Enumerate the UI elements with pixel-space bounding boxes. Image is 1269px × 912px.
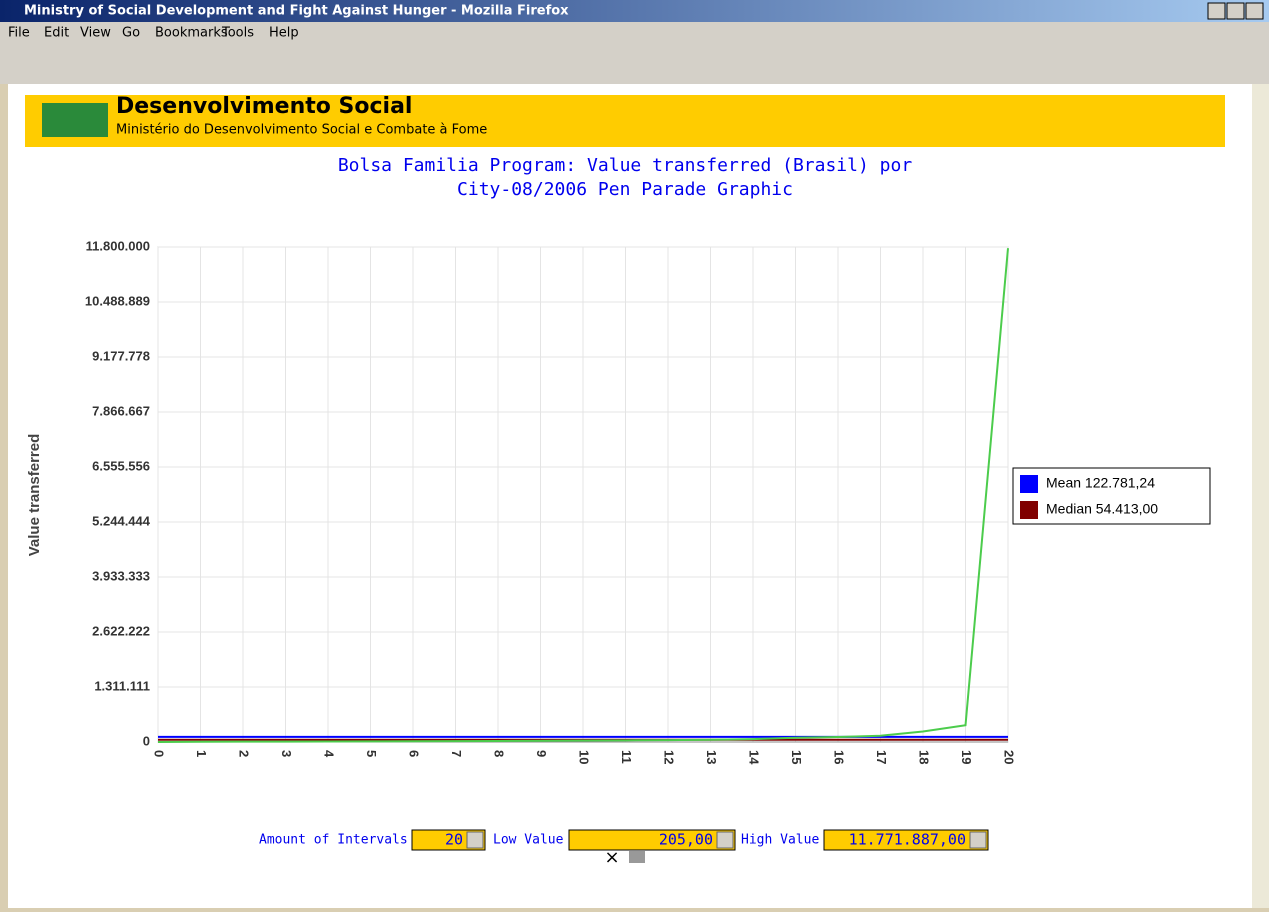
- menu-item[interactable]: Help: [269, 26, 299, 41]
- x-tick-label: 15: [789, 750, 804, 764]
- title-bar: [0, 0, 1269, 22]
- y-tick-label: 0: [143, 733, 150, 748]
- legend-label: Mean 122.781,24: [1046, 475, 1155, 491]
- menu-bar: [0, 22, 1269, 84]
- maximize[interactable]: [1226, 2, 1245, 20]
- x-tick-label: 16: [832, 750, 847, 764]
- banner-subtitle: Ministério do Desenvolvimento Social e C…: [116, 123, 487, 138]
- banner-title: Desenvolvimento Social: [116, 94, 412, 119]
- minimize[interactable]: [1207, 2, 1226, 20]
- data-line: [157, 248, 1009, 743]
- x-tick-label: 3: [279, 750, 294, 757]
- y-tick-label: 11.800.000: [86, 238, 150, 253]
- dropdown-value: 20: [445, 831, 463, 849]
- y-tick-label: 2.622.222: [92, 623, 150, 638]
- dropdown-value: 11.771.887,00: [849, 831, 966, 849]
- close-icon[interactable]: ×: [604, 847, 619, 868]
- y-tick-label: 9.177.778: [92, 348, 150, 363]
- chart-title: Bolsa Familia Program: Value transferred…: [338, 155, 913, 176]
- menu-item[interactable]: Tools: [221, 26, 254, 41]
- y-tick-label: 10.488.889: [85, 293, 150, 308]
- window-title: Ministry of Social Development and Fight…: [24, 4, 569, 19]
- y-tick-label: 3.933.333: [92, 568, 150, 583]
- scrollbar[interactable]: [1252, 84, 1269, 908]
- menu-item[interactable]: Go: [122, 26, 140, 41]
- legend-swatch: [1020, 475, 1038, 493]
- x-tick-label: 17: [874, 750, 889, 764]
- x-tick-label: 2: [237, 750, 252, 757]
- x-tick-label: 11: [619, 750, 634, 764]
- control-label: Low Value: [493, 833, 564, 848]
- dropdown[interactable]: [823, 829, 989, 851]
- y-tick-label: 6.555.556: [92, 458, 150, 473]
- close[interactable]: [1245, 2, 1264, 20]
- dropdown-button[interactable]: [969, 831, 987, 849]
- dropdown-button[interactable]: [466, 831, 484, 849]
- chart-title: City-08/2006 Pen Parade Graphic: [457, 179, 793, 200]
- x-tick-label: 0: [152, 750, 167, 757]
- legend-label: Median 54.413,00: [1046, 501, 1158, 517]
- menu-item[interactable]: View: [80, 26, 111, 41]
- x-tick-label: 7: [449, 750, 464, 757]
- banner: [25, 95, 1225, 147]
- x-tick-label: 6: [407, 750, 422, 757]
- dropdown[interactable]: [568, 829, 736, 851]
- legend: [1012, 467, 1211, 525]
- x-tick-label: 18: [917, 750, 932, 764]
- y-tick-label: 7.866.667: [92, 403, 150, 418]
- x-tick-label: 1: [194, 750, 209, 757]
- y-axis-label: Value transferred: [26, 434, 43, 557]
- x-tick-label: 20: [1002, 750, 1017, 764]
- x-tick-label: 13: [704, 750, 719, 764]
- dropdown-button[interactable]: [716, 831, 734, 849]
- menu-item[interactable]: Bookmarks: [155, 26, 228, 41]
- menu-item[interactable]: File: [8, 26, 30, 41]
- x-tick-label: 12: [662, 750, 677, 764]
- legend-swatch: [1020, 501, 1038, 519]
- y-tick-label: 1.311.111: [94, 678, 150, 693]
- control-label: Amount of Intervals: [259, 833, 408, 848]
- y-tick-label: 5.244.444: [92, 513, 151, 528]
- menu-item[interactable]: Edit: [44, 26, 69, 41]
- print-icon[interactable]: [629, 851, 645, 863]
- x-tick-label: 4: [322, 750, 337, 758]
- logo: [42, 103, 108, 137]
- x-tick-label: 9: [534, 750, 549, 757]
- x-tick-label: 5: [364, 750, 379, 757]
- control-label: High Value: [741, 833, 819, 848]
- x-tick-label: 8: [492, 750, 507, 757]
- x-tick-label: 10: [577, 750, 592, 764]
- dropdown-value: 205,00: [659, 831, 713, 849]
- x-tick-label: 19: [959, 750, 974, 764]
- x-tick-label: 14: [747, 750, 762, 765]
